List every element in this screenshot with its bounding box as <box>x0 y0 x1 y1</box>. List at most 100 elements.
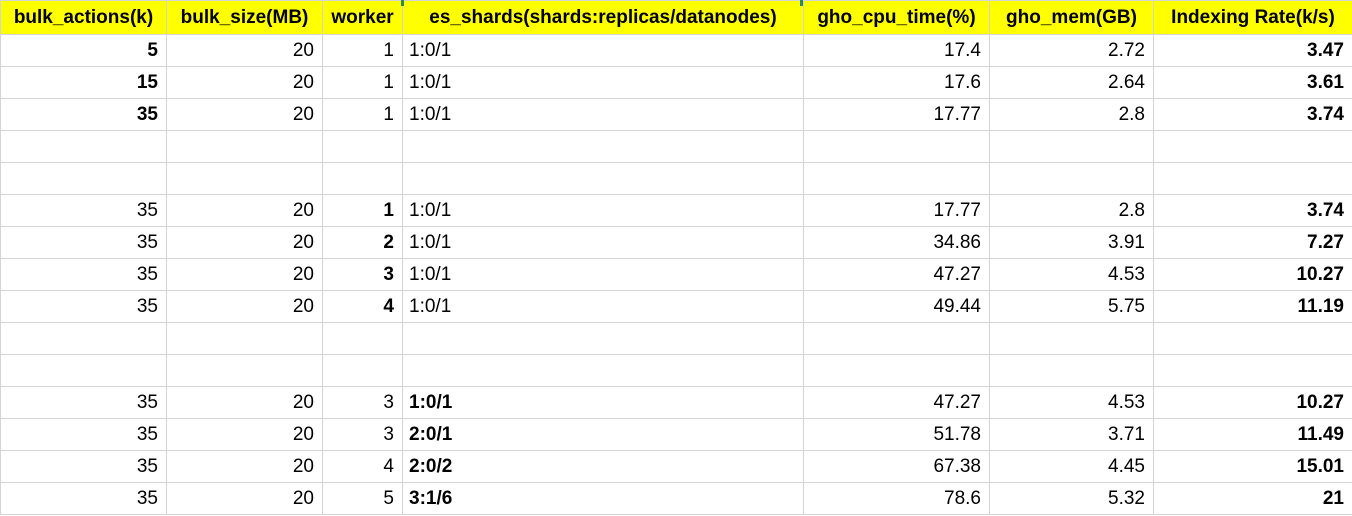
gho-mem-cell[interactable] <box>989 162 1154 195</box>
indexing-rate-cell[interactable] <box>1153 130 1352 163</box>
gho-cpu-time-cell[interactable] <box>803 354 990 387</box>
worker-cell[interactable] <box>322 130 403 163</box>
bulk-actions-cell[interactable]: 5 <box>0 34 167 67</box>
gho-mem-cell[interactable] <box>989 322 1154 355</box>
gho-cpu-time-cell[interactable] <box>803 162 990 195</box>
bulk-actions-cell[interactable]: 35 <box>0 418 167 451</box>
bulk-size-cell[interactable]: 20 <box>166 66 323 99</box>
gho-cpu-time-cell[interactable]: 67.38 <box>803 450 990 483</box>
bulk-size-cell[interactable]: 20 <box>166 194 323 227</box>
worker-cell[interactable]: 1 <box>322 194 403 227</box>
gho-mem-cell[interactable]: 2.72 <box>989 34 1154 67</box>
indexing-rate-cell[interactable]: 11.19 <box>1153 290 1352 323</box>
gho-cpu-time-cell[interactable] <box>803 130 990 163</box>
worker-cell[interactable]: 4 <box>322 450 403 483</box>
header-gho-cpu-time[interactable]: gho_cpu_time(%) <box>803 0 990 35</box>
worker-cell[interactable]: 4 <box>322 290 403 323</box>
es-shards-cell[interactable] <box>402 322 804 355</box>
es-shards-cell[interactable]: 1:0/1 <box>402 290 804 323</box>
es-shards-cell[interactable]: 1:0/1 <box>402 386 804 419</box>
gho-cpu-time-cell[interactable]: 34.86 <box>803 226 990 259</box>
bulk-actions-cell[interactable] <box>0 130 167 163</box>
header-bulk-actions[interactable]: bulk_actions(k) <box>0 0 167 35</box>
worker-cell[interactable]: 5 <box>322 482 403 515</box>
bulk-size-cell[interactable]: 20 <box>166 34 323 67</box>
bulk-actions-cell[interactable] <box>0 322 167 355</box>
gho-mem-cell[interactable]: 5.75 <box>989 290 1154 323</box>
indexing-rate-cell[interactable] <box>1153 354 1352 387</box>
indexing-rate-cell[interactable]: 7.27 <box>1153 226 1352 259</box>
bulk-actions-cell[interactable]: 35 <box>0 258 167 291</box>
worker-cell[interactable]: 3 <box>322 386 403 419</box>
worker-cell[interactable]: 3 <box>322 258 403 291</box>
bulk-size-cell[interactable] <box>166 322 323 355</box>
gho-mem-cell[interactable]: 4.45 <box>989 450 1154 483</box>
bulk-size-cell[interactable] <box>166 130 323 163</box>
indexing-rate-cell[interactable] <box>1153 162 1352 195</box>
gho-cpu-time-cell[interactable]: 17.77 <box>803 98 990 131</box>
bulk-size-cell[interactable] <box>166 354 323 387</box>
header-es-shards[interactable]: es_shards(shards:replicas/datanodes) <box>402 0 804 35</box>
bulk-size-cell[interactable]: 20 <box>166 386 323 419</box>
gho-cpu-time-cell[interactable]: 49.44 <box>803 290 990 323</box>
es-shards-cell[interactable]: 1:0/1 <box>402 258 804 291</box>
gho-mem-cell[interactable]: 2.64 <box>989 66 1154 99</box>
es-shards-cell[interactable] <box>402 130 804 163</box>
bulk-actions-cell[interactable]: 35 <box>0 450 167 483</box>
bulk-size-cell[interactable]: 20 <box>166 226 323 259</box>
indexing-rate-cell[interactable]: 3.61 <box>1153 66 1352 99</box>
worker-cell[interactable] <box>322 354 403 387</box>
header-gho-mem[interactable]: gho_mem(GB) <box>989 0 1154 35</box>
gho-cpu-time-cell[interactable]: 17.6 <box>803 66 990 99</box>
bulk-size-cell[interactable] <box>166 162 323 195</box>
bulk-actions-cell[interactable] <box>0 162 167 195</box>
indexing-rate-cell[interactable]: 11.49 <box>1153 418 1352 451</box>
es-shards-cell[interactable]: 1:0/1 <box>402 66 804 99</box>
gho-mem-cell[interactable]: 2.8 <box>989 98 1154 131</box>
gho-mem-cell[interactable] <box>989 354 1154 387</box>
header-indexing-rate[interactable]: Indexing Rate(k/s) <box>1153 0 1352 35</box>
indexing-rate-cell[interactable]: 21 <box>1153 482 1352 515</box>
bulk-size-cell[interactable]: 20 <box>166 290 323 323</box>
indexing-rate-cell[interactable]: 3.74 <box>1153 194 1352 227</box>
bulk-actions-cell[interactable]: 35 <box>0 194 167 227</box>
bulk-actions-cell[interactable]: 15 <box>0 66 167 99</box>
bulk-size-cell[interactable]: 20 <box>166 482 323 515</box>
header-bulk-size[interactable]: bulk_size(MB) <box>166 0 323 35</box>
indexing-rate-cell[interactable]: 15.01 <box>1153 450 1352 483</box>
gho-cpu-time-cell[interactable]: 47.27 <box>803 386 990 419</box>
gho-mem-cell[interactable]: 4.53 <box>989 258 1154 291</box>
gho-mem-cell[interactable]: 3.71 <box>989 418 1154 451</box>
indexing-rate-cell[interactable]: 10.27 <box>1153 386 1352 419</box>
bulk-size-cell[interactable]: 20 <box>166 450 323 483</box>
worker-cell[interactable] <box>322 322 403 355</box>
worker-cell[interactable]: 2 <box>322 226 403 259</box>
gho-mem-cell[interactable]: 3.91 <box>989 226 1154 259</box>
es-shards-cell[interactable] <box>402 354 804 387</box>
bulk-size-cell[interactable]: 20 <box>166 98 323 131</box>
indexing-rate-cell[interactable]: 3.47 <box>1153 34 1352 67</box>
gho-cpu-time-cell[interactable]: 17.77 <box>803 194 990 227</box>
indexing-rate-cell[interactable]: 10.27 <box>1153 258 1352 291</box>
es-shards-cell[interactable] <box>402 162 804 195</box>
worker-cell[interactable]: 1 <box>322 34 403 67</box>
es-shards-cell[interactable]: 2:0/2 <box>402 450 804 483</box>
gho-cpu-time-cell[interactable]: 47.27 <box>803 258 990 291</box>
es-shards-cell[interactable]: 1:0/1 <box>402 98 804 131</box>
indexing-rate-cell[interactable] <box>1153 322 1352 355</box>
bulk-actions-cell[interactable]: 35 <box>0 290 167 323</box>
worker-cell[interactable] <box>322 162 403 195</box>
gho-mem-cell[interactable]: 2.8 <box>989 194 1154 227</box>
gho-cpu-time-cell[interactable] <box>803 322 990 355</box>
bulk-actions-cell[interactable]: 35 <box>0 386 167 419</box>
worker-cell[interactable]: 1 <box>322 66 403 99</box>
bulk-size-cell[interactable]: 20 <box>166 258 323 291</box>
gho-cpu-time-cell[interactable]: 17.4 <box>803 34 990 67</box>
gho-mem-cell[interactable]: 4.53 <box>989 386 1154 419</box>
es-shards-cell[interactable]: 1:0/1 <box>402 194 804 227</box>
es-shards-cell[interactable]: 2:0/1 <box>402 418 804 451</box>
indexing-rate-cell[interactable]: 3.74 <box>1153 98 1352 131</box>
header-worker[interactable]: worker <box>322 0 403 35</box>
bulk-size-cell[interactable]: 20 <box>166 418 323 451</box>
gho-cpu-time-cell[interactable]: 78.6 <box>803 482 990 515</box>
